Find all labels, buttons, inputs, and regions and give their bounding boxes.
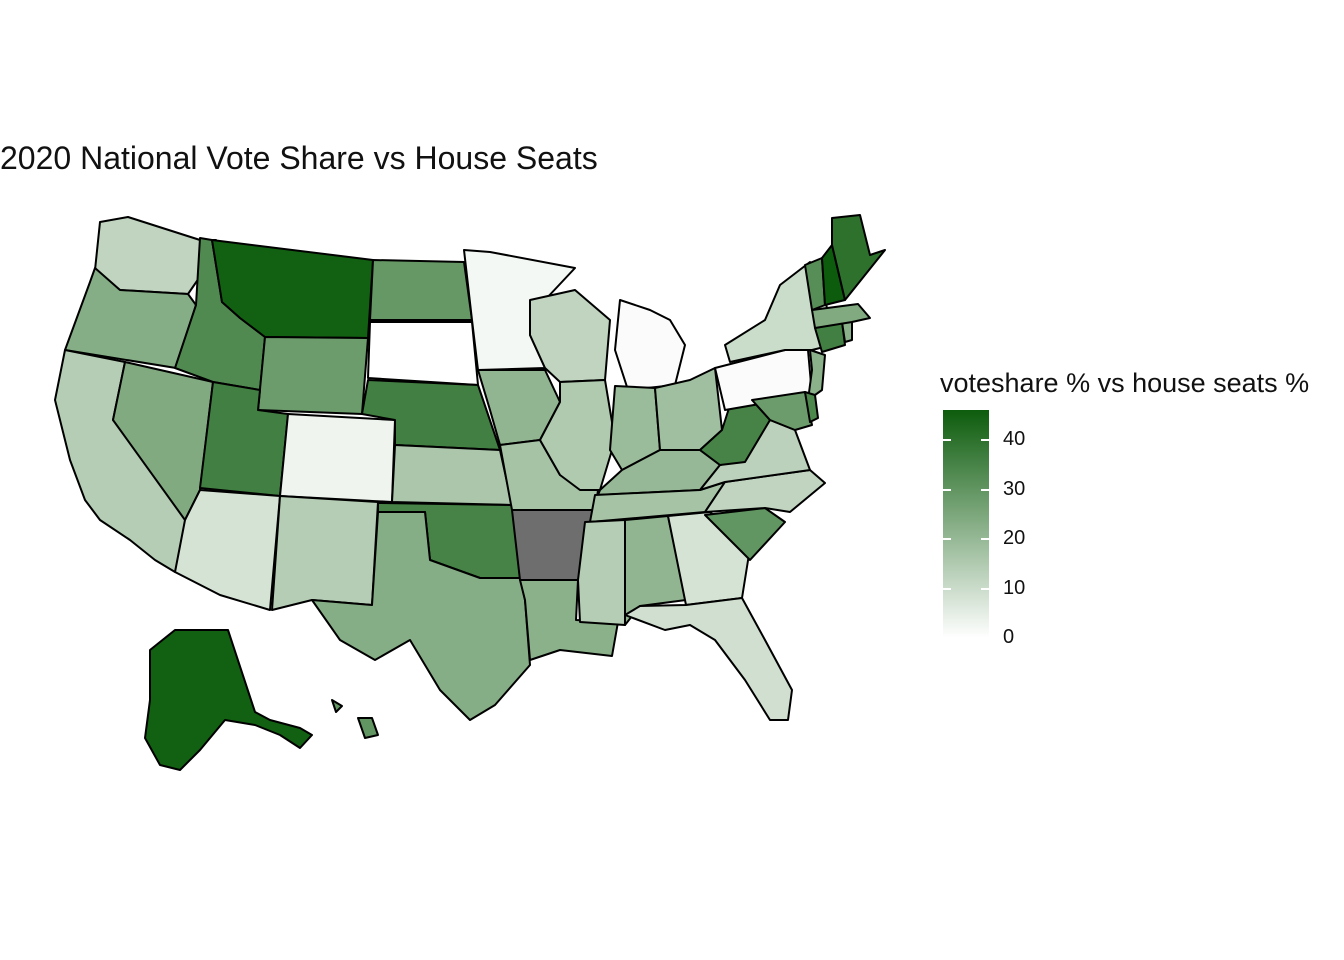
state-HI [331,699,379,739]
state-ME [831,214,886,301]
state-NM [271,495,379,611]
state-MA [811,303,871,329]
state-SD [367,321,479,386]
state-WY [257,336,369,415]
map-title: 2020 National Vote Share vs House Seats [0,140,598,176]
state-FL [624,597,793,721]
legend-tick-label: 40 [1003,428,1026,450]
state-LA [519,579,619,661]
legend-tick-label: 20 [1003,527,1026,549]
legend-colorbar [943,410,989,639]
legend-tick-label: 10 [1003,577,1026,599]
state-AK [144,629,313,771]
legend-title: voteshare % vs house seats % [940,368,1310,398]
state-MI [614,299,686,391]
state-MS [577,519,626,626]
legend-tick-label: 0 [1003,626,1015,648]
state-AL [624,515,687,626]
state-KS [391,444,513,506]
state-CO [279,413,396,503]
state-TX [311,511,531,721]
state-IL [539,379,616,491]
state-NJ [807,349,826,401]
state-AZ [174,489,281,611]
state-DE [804,391,819,423]
state-MD [751,391,813,431]
state-ND [369,259,473,321]
legend-tick-label: 30 [1003,478,1026,500]
